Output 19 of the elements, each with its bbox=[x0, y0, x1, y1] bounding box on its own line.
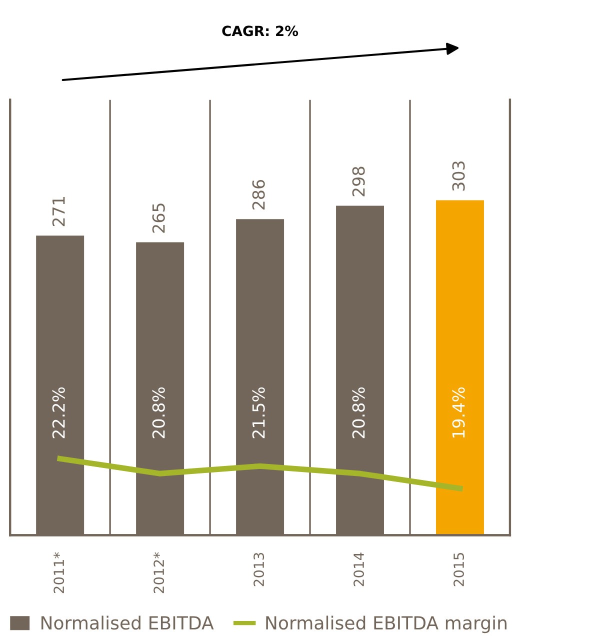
text: CAGR: 2% bbox=[222, 26, 298, 36]
legend-label: Normalised EBITDA margin bbox=[266, 616, 506, 634]
data-label: 19.4% bbox=[452, 387, 465, 438]
data-label: 20.8% bbox=[352, 387, 365, 438]
data-label: 265 bbox=[152, 204, 165, 233]
bar bbox=[436, 200, 484, 536]
x-tick-label: 2015 bbox=[454, 553, 464, 586]
x-tick-label: 2014 bbox=[354, 552, 364, 586]
data-label: 303 bbox=[452, 161, 465, 191]
data-label: 298 bbox=[352, 166, 365, 196]
data-label: 271 bbox=[52, 197, 65, 226]
x-tick-label: 2013 bbox=[254, 552, 264, 586]
x-tick-label: 2012* bbox=[154, 552, 164, 594]
data-label: 286 bbox=[252, 180, 265, 210]
data-label: 22.2% bbox=[52, 387, 65, 438]
data-label: 20.8% bbox=[152, 387, 165, 438]
x-tick-label: 2011* bbox=[54, 552, 64, 594]
legend-label: Normalised EBITDA bbox=[41, 616, 214, 630]
data-label: 21.5% bbox=[252, 387, 265, 438]
